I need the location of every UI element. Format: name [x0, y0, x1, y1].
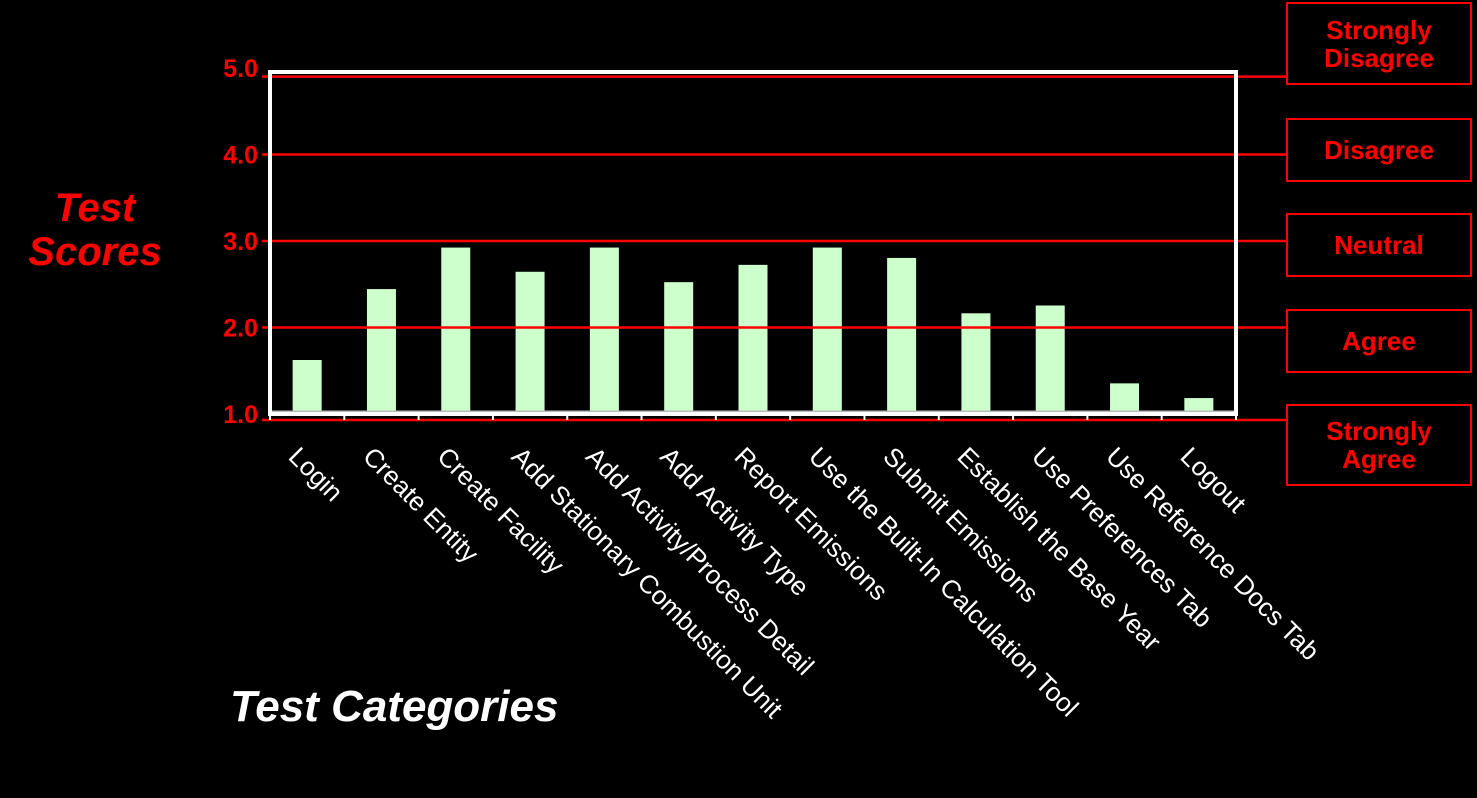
bar-3 — [440, 246, 472, 415]
y-tick-label-1: 1.0 — [223, 401, 258, 429]
plot-frame — [268, 70, 1238, 416]
x-tick-label-8: Use the Built-In Calculation Tool — [803, 441, 1084, 722]
legend-disagree: Disagree — [1286, 118, 1472, 182]
bar-8 — [811, 246, 843, 415]
bar-12 — [1109, 382, 1141, 415]
legend-strongly-disagree-line-2: Disagree — [1324, 42, 1434, 73]
x-tick-label-1: Login — [283, 441, 349, 507]
y-tick-label-5: 5.0 — [223, 55, 258, 83]
x-axis-label: Test Categories — [230, 682, 559, 731]
legend-agree: Agree — [1286, 309, 1472, 373]
bar-11 — [1034, 304, 1066, 415]
x-tick-label-3: Create Facility — [432, 441, 571, 580]
legend-strongly-disagree-line-1: Strongly — [1326, 14, 1432, 45]
bar-6 — [663, 281, 695, 415]
axes — [268, 70, 1238, 420]
legend-strongly-disagree: Strongly Disagree — [1286, 2, 1472, 85]
reference-lines — [262, 75, 1287, 422]
legend-agree-label: Agree — [1342, 326, 1416, 356]
bars — [291, 246, 1215, 415]
y-tick-label-4: 4.0 — [223, 142, 258, 170]
bar-10 — [960, 312, 992, 415]
legend-strongly-agree-line-1: Strongly — [1326, 416, 1432, 446]
bar-1 — [291, 359, 323, 415]
bar-4 — [514, 270, 546, 415]
y-axis-label: Test Scores — [0, 186, 190, 274]
y-tick-label-2: 2.0 — [223, 315, 258, 343]
y-axis-label-line-1: Test — [54, 186, 136, 230]
legend-strongly-agree-line-2: Agree — [1342, 444, 1416, 474]
y-tick-label-3: 3.0 — [223, 228, 258, 256]
legend-neutral: Neutral — [1286, 213, 1472, 277]
legend-strongly-agree: Strongly Agree — [1286, 404, 1472, 486]
legend-neutral-label: Neutral — [1334, 230, 1424, 260]
y-tick-labels: 1.0 2.0 3.0 4.0 5.0 — [223, 55, 258, 429]
bar-5 — [588, 246, 620, 415]
bar-7 — [737, 263, 769, 415]
legend-disagree-label: Disagree — [1324, 135, 1434, 165]
bar-9 — [886, 256, 918, 415]
y-axis-label-line-2: Scores — [28, 230, 162, 274]
bar-2 — [365, 288, 397, 415]
